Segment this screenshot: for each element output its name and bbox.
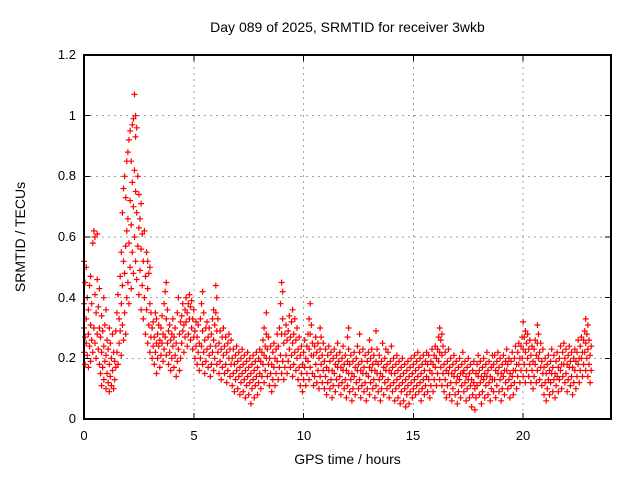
y-tick-label: 0.4: [57, 290, 76, 305]
chart-title: Day 089 of 2025, SRMTID for receiver 3wk…: [210, 19, 485, 35]
x-tick-label: 0: [80, 428, 88, 443]
y-tick-label: 0.8: [57, 168, 76, 183]
y-tick-label: 1.2: [57, 47, 76, 62]
y-tick-label: 0.6: [57, 229, 76, 244]
y-tick-label: 0: [68, 411, 76, 426]
scatter-points: [81, 91, 595, 413]
y-tick-label: 0.2: [57, 350, 76, 365]
x-tick-label: 20: [515, 428, 531, 443]
y-tick-label: 1: [68, 108, 76, 123]
x-axis-title: GPS time / hours: [294, 451, 401, 467]
x-tick-label: 10: [296, 428, 312, 443]
x-tick-label: 15: [405, 428, 421, 443]
x-tick-label: 5: [190, 428, 198, 443]
plot-border-and-ticks: [83, 54, 612, 420]
